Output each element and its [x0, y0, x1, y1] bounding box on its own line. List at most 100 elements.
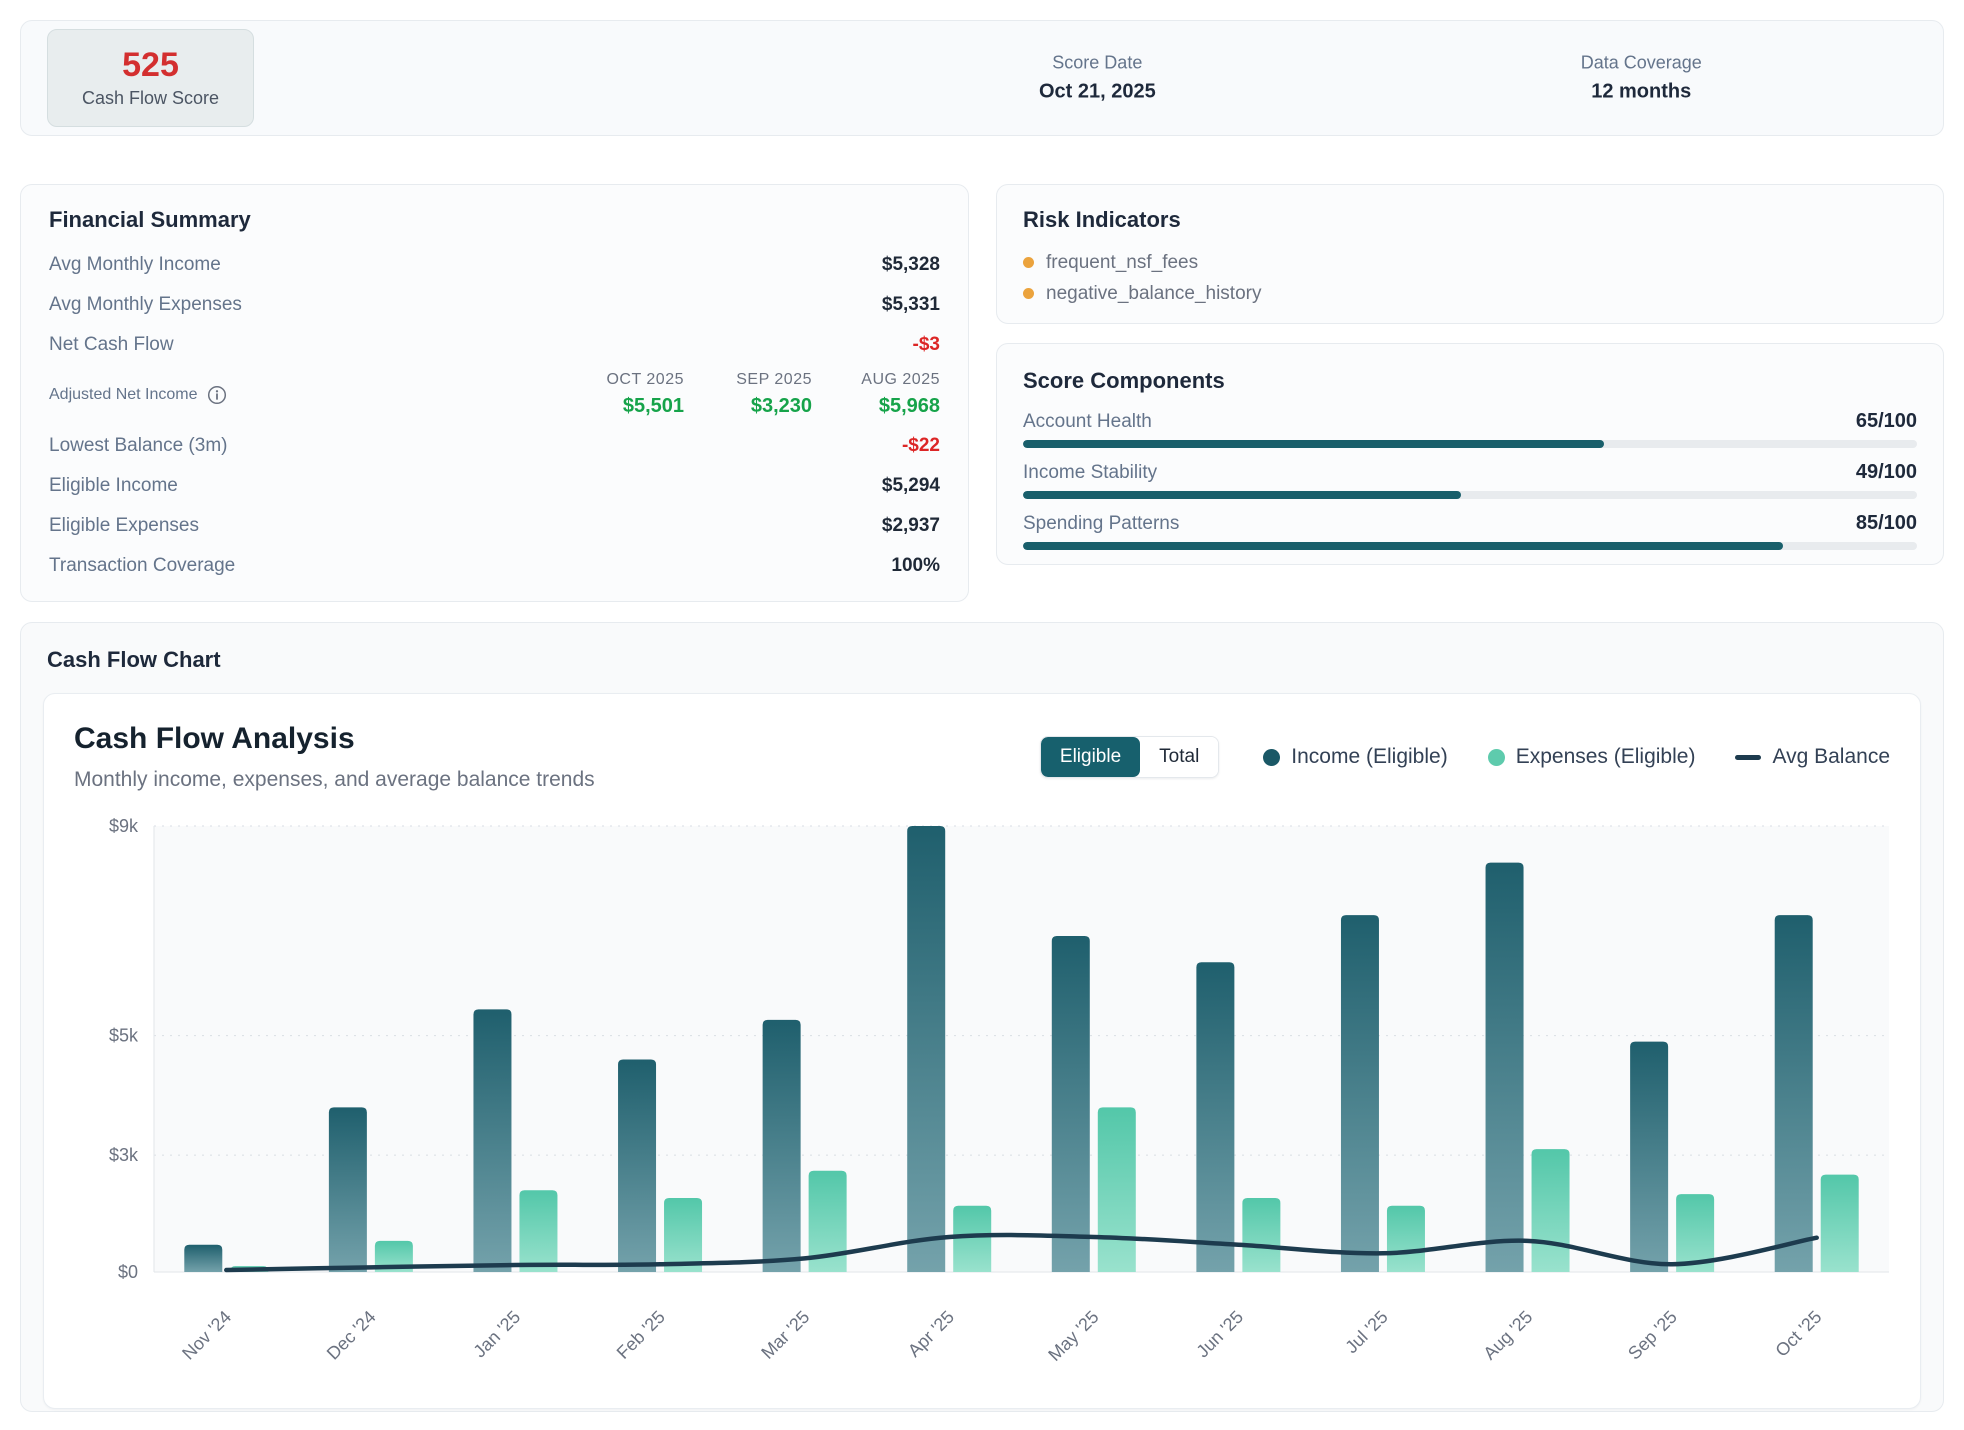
risk-indicators-title: Risk Indicators: [1023, 207, 1181, 232]
component-score: 85/100: [1855, 512, 1917, 534]
cash-flow-chart: $9k $5k $3k $0 Nov '24 Dec '24 Jan '25 Feb '25 M…: [109, 816, 1889, 1365]
score-component-account-health: Account Health 65/100: [1023, 408, 1917, 448]
financial-summary-title: Financial Summary: [49, 207, 251, 232]
component-label: Account Health: [1023, 410, 1152, 432]
progress-fill: [1023, 491, 1462, 499]
row-value: $5,294: [881, 475, 940, 496]
x-axis-label: Dec '24: [323, 1307, 380, 1364]
progress-track: [1023, 542, 1917, 550]
x-axis-label: Mar '25: [757, 1307, 813, 1363]
chart-titles: Cash Flow Analysis Monthly income, expen…: [74, 722, 595, 792]
row-label: Avg Monthly Income: [49, 254, 221, 275]
income-bar[interactable]: [1774, 915, 1813, 1272]
avg-balance-legend-line-icon: [1735, 754, 1762, 760]
expense-bar[interactable]: [953, 1205, 992, 1272]
expense-bar[interactable]: [1386, 1205, 1425, 1272]
row-value: 100%: [891, 555, 940, 576]
period-value: $5,968: [878, 395, 940, 417]
income-bar[interactable]: [762, 1019, 801, 1272]
period-label: SEP 2025: [736, 371, 812, 388]
chart-legend: Income (Eligible) Expenses (Eligible) Av…: [1263, 745, 1890, 769]
score-component-spending-patterns: Spending Patterns 85/100: [1023, 510, 1917, 550]
summary-row-eligible-expenses: Eligible Expenses $2,937: [49, 506, 940, 546]
legend-item-expenses: Expenses (Eligible): [1487, 745, 1696, 769]
expense-bar[interactable]: [808, 1170, 847, 1272]
legend-label: Expenses (Eligible): [1515, 745, 1696, 768]
expenses-legend-dot-icon: [1487, 748, 1505, 766]
risk-item: frequent_nsf_fees: [1023, 247, 1917, 278]
x-axis-label: Sep '25: [1624, 1307, 1681, 1364]
score-component-list: Account Health 65/100 Income Stability 4…: [1023, 408, 1917, 550]
score-date-label: Score Date: [1052, 52, 1143, 73]
income-bar[interactable]: [1196, 962, 1235, 1272]
period-value: $3,230: [750, 395, 812, 417]
toggle-total-button[interactable]: Total: [1140, 737, 1219, 777]
income-bar[interactable]: [328, 1107, 367, 1272]
x-axis-label: Aug '25: [1479, 1307, 1536, 1364]
cash-flow-chart-section: Cash Flow Chart Cash Flow Analysis Month…: [20, 622, 1944, 1412]
summary-row-transaction-coverage: Transaction Coverage 100%: [49, 546, 940, 586]
cash-flow-analysis-card: Cash Flow Analysis Monthly income, expen…: [43, 693, 1921, 1409]
financial-summary-panel: Financial Summary Avg Monthly Income $5,…: [20, 184, 969, 602]
y-axis-label: $9k: [109, 816, 139, 836]
expense-bar[interactable]: [1676, 1194, 1715, 1272]
warning-dot-icon: [1023, 288, 1034, 299]
avg-balance-line: [224, 1232, 1819, 1273]
adjusted-net-income-columns: OCT 2025 $5,501 SEP 2025 $3,230 AUG 2025…: [584, 371, 940, 418]
income-bar[interactable]: [1051, 936, 1090, 1272]
score-components-title: Score Components: [1023, 368, 1225, 393]
eligible-total-toggle: Eligible Total: [1039, 736, 1220, 778]
expense-bar[interactable]: [519, 1190, 558, 1272]
expense-bar[interactable]: [1097, 1107, 1136, 1272]
x-axis-label: Feb '25: [613, 1307, 669, 1363]
period-label: OCT 2025: [606, 371, 684, 388]
summary-row-eligible-income: Eligible Income $5,294: [49, 466, 940, 506]
expense-bar[interactable]: [1242, 1197, 1281, 1272]
x-axis-label: Jan '25: [469, 1307, 524, 1362]
chart-title: Cash Flow Analysis: [74, 722, 355, 755]
adjusted-column: AUG 2025 $5,968: [840, 371, 940, 418]
row-value: $5,328: [881, 254, 940, 275]
component-score: 49/100: [1855, 461, 1917, 483]
income-legend-dot-icon: [1263, 748, 1281, 766]
score-label: Cash Flow Score: [81, 87, 220, 108]
summary-row-adjusted-net-income: Adjusted Net Income OCT 2025 $: [49, 371, 940, 418]
income-bar[interactable]: [618, 1059, 657, 1272]
row-value: -$22: [901, 435, 940, 456]
row-label: Avg Monthly Expenses: [49, 294, 242, 315]
risk-indicators-panel: Risk Indicators frequent_nsf_fees negati…: [996, 184, 1944, 324]
data-coverage-stat: Data Coverage 12 months: [1581, 53, 1702, 104]
income-bar[interactable]: [1485, 862, 1524, 1272]
income-bar[interactable]: [907, 826, 946, 1272]
expense-bar[interactable]: [374, 1240, 413, 1272]
x-axis-label: May '25: [1044, 1307, 1102, 1365]
component-label: Income Stability: [1023, 461, 1158, 483]
expense-bar[interactable]: [1531, 1149, 1570, 1272]
row-label: Net Cash Flow: [49, 334, 174, 355]
progress-track: [1023, 440, 1917, 448]
x-axis-label: Jun '25: [1192, 1307, 1247, 1362]
income-bar[interactable]: [1630, 1041, 1669, 1272]
income-bar[interactable]: [1340, 915, 1379, 1272]
risk-item-label: frequent_nsf_fees: [1046, 251, 1199, 273]
summary-row-lowest-balance: Lowest Balance (3m) -$22: [49, 426, 940, 466]
summary-row-net-cash-flow: Net Cash Flow -$3: [49, 325, 940, 365]
chart-subtitle: Monthly income, expenses, and average ba…: [74, 768, 595, 791]
income-bar[interactable]: [473, 1009, 512, 1272]
adjusted-net-income-label: Adjusted Net Income: [49, 385, 198, 403]
row-label: Adjusted Net Income: [49, 385, 227, 405]
x-axis-label: Oct '25: [1771, 1307, 1825, 1361]
income-bar[interactable]: [184, 1244, 223, 1272]
adjusted-column: SEP 2025 $3,230: [712, 371, 812, 418]
plot-background: [154, 826, 1889, 1272]
data-coverage-value: 12 months: [1591, 80, 1692, 103]
expense-bar[interactable]: [664, 1197, 703, 1272]
legend-item-income: Income (Eligible): [1263, 745, 1448, 769]
chart-section-title: Cash Flow Chart: [47, 647, 221, 672]
info-icon[interactable]: [207, 385, 227, 405]
toggle-eligible-button[interactable]: Eligible: [1040, 737, 1141, 777]
progress-fill: [1023, 542, 1783, 550]
expense-bar[interactable]: [1820, 1174, 1859, 1272]
summary-row-avg-income: Avg Monthly Income $5,328: [49, 245, 940, 285]
